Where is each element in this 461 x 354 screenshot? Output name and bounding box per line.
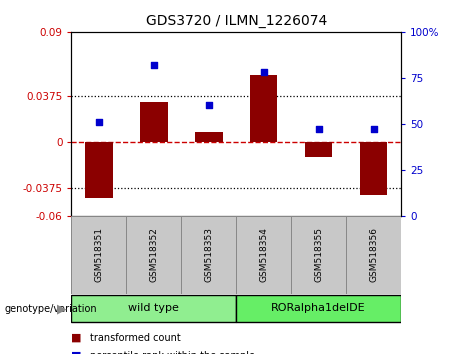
Text: RORalpha1delDE: RORalpha1delDE	[272, 303, 366, 313]
Bar	[140, 102, 168, 142]
Bar	[236, 216, 291, 294]
Text: GSM518355: GSM518355	[314, 227, 323, 282]
Bar	[85, 142, 112, 198]
Text: GSM518356: GSM518356	[369, 227, 378, 282]
Text: genotype/variation: genotype/variation	[5, 304, 97, 314]
Bar	[360, 142, 387, 195]
Bar	[71, 216, 126, 294]
Text: GSM518351: GSM518351	[95, 227, 103, 282]
Text: transformed count: transformed count	[90, 333, 181, 343]
Text: ▶: ▶	[57, 302, 67, 315]
Text: percentile rank within the sample: percentile rank within the sample	[90, 351, 255, 354]
Bar	[181, 216, 236, 294]
Bar	[346, 216, 401, 294]
Point	[150, 62, 158, 68]
Bar	[71, 295, 236, 322]
Point	[95, 119, 103, 125]
Bar	[305, 142, 332, 157]
Point	[315, 127, 322, 132]
Text: GSM518352: GSM518352	[149, 227, 159, 282]
Text: wild type: wild type	[129, 303, 179, 313]
Text: GSM518353: GSM518353	[204, 227, 213, 282]
Point	[370, 127, 377, 132]
Bar	[195, 132, 223, 142]
Bar	[236, 295, 401, 322]
Bar	[250, 75, 278, 142]
Text: ■: ■	[71, 333, 82, 343]
Text: GSM518354: GSM518354	[259, 227, 268, 282]
Bar	[291, 216, 346, 294]
Text: ■: ■	[71, 351, 82, 354]
Point	[260, 69, 267, 75]
Point	[205, 103, 213, 108]
Title: GDS3720 / ILMN_1226074: GDS3720 / ILMN_1226074	[146, 14, 327, 28]
Bar	[126, 216, 181, 294]
